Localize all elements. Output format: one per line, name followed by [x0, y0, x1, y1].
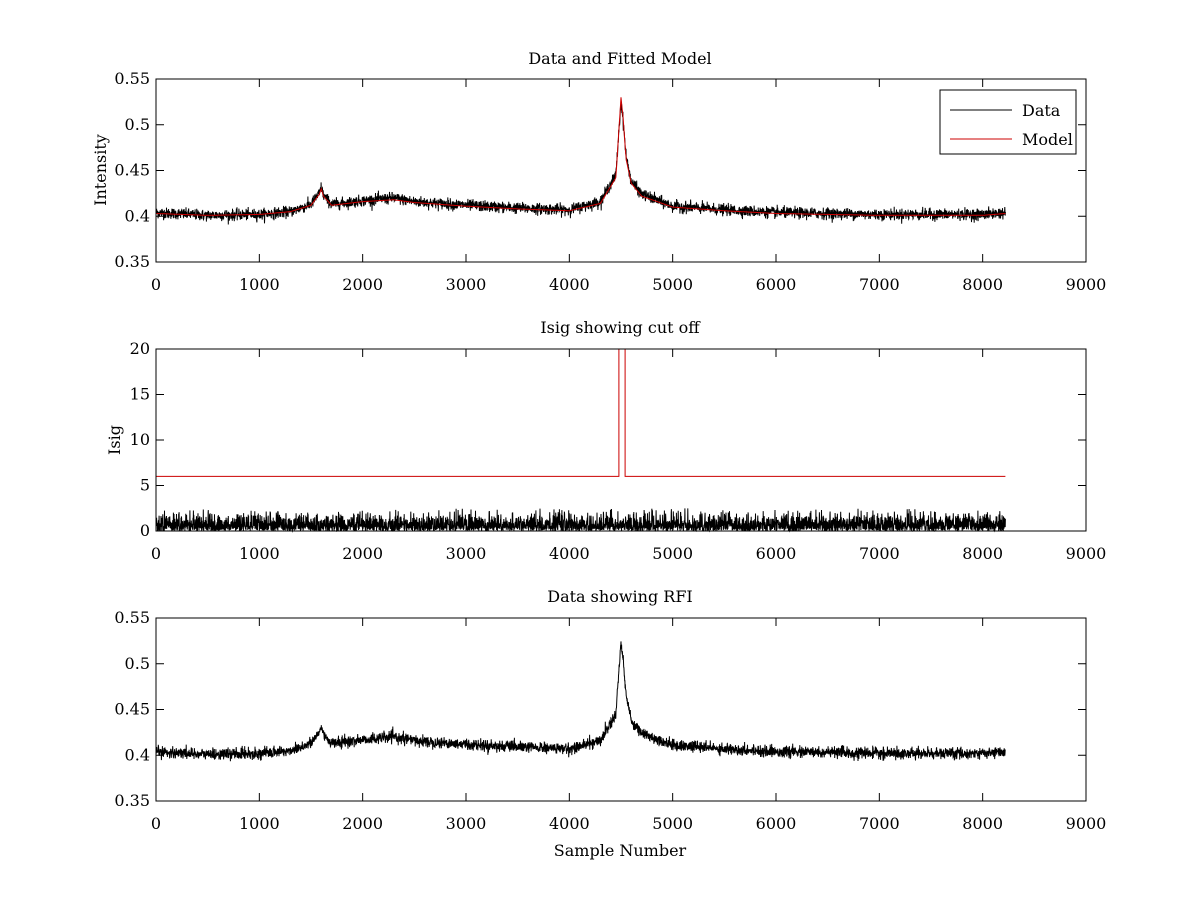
- panel-2-series-1-line: [155, 508, 1006, 533]
- panel-3: Data showing RFI 0 1000 2000 3000 4000 5000 60…: [114, 587, 1106, 860]
- panel-3-series-1-line: [155, 641, 1006, 762]
- panel-1-xtick-label: 8000: [962, 275, 1003, 294]
- panel-3-title: Data showing RFI: [547, 587, 692, 606]
- panel-3-ytick-label: 0.55: [114, 608, 150, 627]
- panel-2-ytick-label: 5: [140, 476, 150, 495]
- panel-1-ytick-label: 0.5: [125, 115, 150, 134]
- panel-1-xtick-label: 4000: [549, 275, 590, 294]
- panel-1-plot-area: 0 1000 2000 3000 4000 5000 6000 7000 8000 9000 0.3…: [114, 69, 1106, 294]
- panel-1-xtick-label: 2000: [342, 275, 383, 294]
- panel-2-xtick-label: 7000: [859, 544, 900, 563]
- panel-1-ytick-label: 0.55: [114, 69, 150, 88]
- panel-3-xtick-label: 8000: [962, 814, 1003, 833]
- legend-box: [939, 89, 1077, 155]
- panel-2-ytick-label: 15: [130, 385, 150, 404]
- panel-1-ytick-label: 0.4: [125, 206, 150, 225]
- legend-label-data: Data: [1022, 101, 1061, 120]
- panel-1-xtick-label: 9000: [1066, 275, 1107, 294]
- panel-2-ylabel: Isig: [105, 425, 124, 455]
- panel-2-xtick-label: 2000: [342, 544, 383, 563]
- panel-1-title: Data and Fitted Model: [528, 49, 711, 68]
- panel-2-ytick-label: 0: [140, 521, 150, 540]
- panel-1-series-2-line: [156, 97, 1006, 216]
- panel-1-xtick-label: 0: [151, 275, 161, 294]
- panel-2-xtick-label: 1000: [239, 544, 280, 563]
- panel-3-ytick-label: 0.35: [114, 791, 150, 810]
- panel-2-xtick-label: 8000: [962, 544, 1003, 563]
- panel-3-xtick-label: 0: [151, 814, 161, 833]
- panel-3-xtick-label: 3000: [446, 814, 487, 833]
- panel-2-ytick-label: 10: [130, 430, 150, 449]
- panel-1-xtick-label: 3000: [446, 275, 487, 294]
- panel-2-ytick-label: 20: [130, 339, 150, 358]
- panel-1-xtick-label: 7000: [859, 275, 900, 294]
- panel-1: Data and Fitted Model Intensity 0 1000 200…: [91, 49, 1106, 294]
- panel-2-xtick-label: 9000: [1066, 544, 1107, 563]
- legend-label-model: Model: [1022, 130, 1073, 149]
- panel-1-ylabel: Intensity: [91, 134, 110, 206]
- panel-3-ytick-label: 0.5: [125, 654, 150, 673]
- panel-2: Isig showing cut off Isig 0 1000 2000 3000 4…: [105, 318, 1106, 563]
- panel-3-xtick-label: 2000: [342, 814, 383, 833]
- panel-3-xtick-label: 9000: [1066, 814, 1107, 833]
- panel-3-xtick-label: 6000: [756, 814, 797, 833]
- panel-2-xtick-label: 6000: [756, 544, 797, 563]
- panel-2-xtick-label: 4000: [549, 544, 590, 563]
- panel-2-title: Isig showing cut off: [540, 318, 701, 337]
- panel-1-xtick-label: 1000: [239, 275, 280, 294]
- panel-3-plot-area: 0 1000 2000 3000 4000 5000 6000 7000 8000 9000 0.3…: [114, 608, 1106, 833]
- panel-1-ytick-label: 0.35: [114, 252, 150, 271]
- panel-2-xtick-label: 3000: [446, 544, 487, 563]
- panel-3-xtick-label: 5000: [652, 814, 693, 833]
- panel-3-xtick-label: 1000: [239, 814, 280, 833]
- panel-1-xtick-label: 5000: [652, 275, 693, 294]
- panel-3-ytick-label: 0.45: [114, 700, 150, 719]
- panel-3-xlabel: Sample Number: [554, 841, 687, 860]
- panel-1-ytick-label: 0.45: [114, 161, 150, 180]
- panel-3-ytick-label: 0.4: [125, 745, 150, 764]
- panel-2-plot-area: 0 1000 2000 3000 4000 5000 6000 7000 8000 9000 0 5 1…: [130, 339, 1107, 563]
- panel-2-xtick-label: 0: [151, 544, 161, 563]
- panel-1-legend: Data Model: [939, 89, 1077, 155]
- panel-2-xtick-label: 5000: [652, 544, 693, 563]
- panel-1-xtick-label: 6000: [756, 275, 797, 294]
- panel-3-xtick-label: 7000: [859, 814, 900, 833]
- panel-3-xtick-label: 4000: [549, 814, 590, 833]
